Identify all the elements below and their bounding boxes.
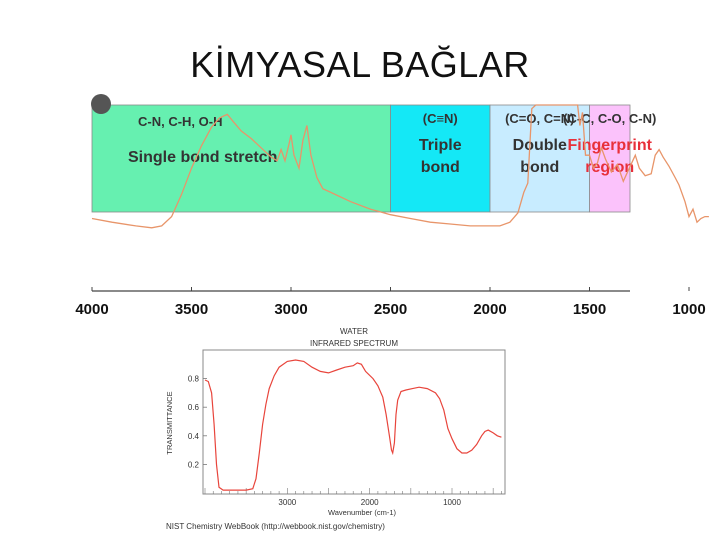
water-y-tick-label: 0.2	[188, 460, 200, 469]
ir-tick-label: 1000	[672, 301, 705, 318]
region-2-bonds: (C≡N)	[423, 111, 458, 126]
water-chart-title: WATER	[340, 327, 368, 336]
ir-region-labels: C-N, C-H, O-H Single bond stretch (C≡N) Tri…	[128, 111, 656, 176]
ir-x-ticks: 4000 3500 3000 2500 2000 1500 1000	[75, 287, 706, 318]
ir-tick-label: 3000	[274, 301, 307, 318]
region-2-name: Triple	[419, 137, 462, 154]
region-1-name: Single bond stretch	[128, 149, 277, 166]
water-chart-subtitle: INFRARED SPECTRUM	[310, 339, 398, 348]
water-y-ticks: 0.2 0.4 0.6 0.8	[188, 375, 207, 469]
slide-title: KİMYASAL BAĞLAR	[190, 44, 530, 85]
water-x-ticks: 3000 2000 1000	[204, 488, 502, 507]
ir-regions	[91, 104, 631, 213]
water-y-tick-label: 0.8	[188, 375, 200, 384]
corner-badge-icon	[91, 94, 111, 114]
ir-tick-label: 1500	[573, 301, 606, 318]
water-x-axis-label: Wavenumber (cm-1)	[328, 508, 397, 517]
water-x-tick-label: 2000	[361, 498, 379, 507]
region-band-2	[390, 104, 491, 213]
region-3-name-line2: bond	[520, 159, 559, 176]
region-1-bonds: C-N, C-H, O-H	[138, 114, 223, 129]
region-3-name: Double	[513, 137, 567, 154]
water-y-tick-label: 0.4	[188, 432, 200, 441]
water-y-tick-label: 0.6	[188, 403, 200, 412]
region-band-3	[489, 104, 590, 213]
ir-tick-label: 4000	[75, 301, 108, 318]
region-4-bonds: (C-C, C-O, C-N)	[563, 111, 656, 126]
ir-tick-label: 2500	[374, 301, 407, 318]
region-3-bonds: (C=O, C=N)	[505, 111, 574, 126]
ir-tick-label: 2000	[473, 301, 506, 318]
region-band-1	[91, 104, 391, 213]
water-x-tick-label: 3000	[278, 498, 296, 507]
water-y-axis-label: TRANSMITTANCE	[165, 391, 174, 454]
region-2-name-line2: bond	[421, 159, 460, 176]
region-4-name: Fingerprint	[568, 137, 653, 154]
water-chart-footer: NIST Chemistry WebBook (http://webbook.n…	[166, 522, 385, 531]
region-band-4	[589, 104, 631, 213]
ir-spectrum-line	[91, 104, 709, 229]
water-plot-frame	[202, 349, 506, 495]
ir-tick-label: 3500	[175, 301, 208, 318]
water-x-tick-label: 1000	[443, 498, 461, 507]
water-spectrum-line	[204, 359, 502, 491]
